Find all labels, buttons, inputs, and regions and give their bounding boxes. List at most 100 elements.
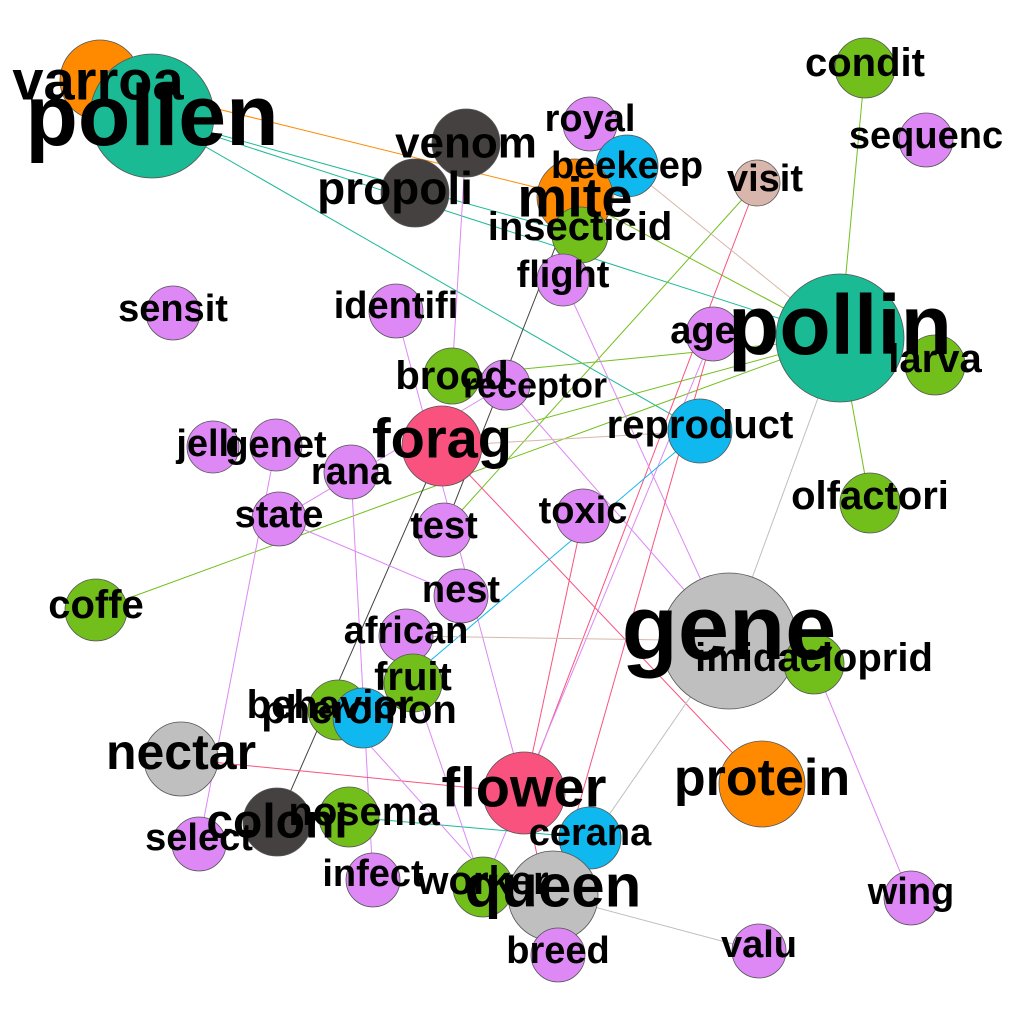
node-label-protein: protein [674,749,850,807]
edge-pollin-forag [441,337,841,447]
node-nosema [318,786,380,848]
node-label-pollen: pollen [25,68,278,164]
node-identifi [368,283,424,339]
node-flower [482,751,566,835]
node-label-sensit: sensit [118,288,228,330]
node-label-coloni: coloni [206,796,347,849]
node-label-olfactori: olfactori [791,474,949,518]
node-toxic [555,488,611,544]
node-venom [431,108,501,178]
node-imidacloprid [783,633,845,695]
node-label-forag: forag [372,407,512,470]
node-infect [345,852,401,908]
node-label-age: age [670,310,735,352]
edge-imidacloprid-wing [813,663,912,899]
node-visit [733,159,781,207]
node-label-test: test [410,505,478,547]
node-label-flight: flight [517,254,610,296]
node-flight [536,253,590,307]
node-label-coffe: coffe [48,583,144,627]
node-label-insecticid: insecticid [488,205,673,249]
node-label-royal: royal [545,98,636,140]
node-label-beekeep: beekeep [551,145,703,187]
edge-forag-reproduct [441,430,701,447]
node-label-jelli: jelli [175,423,239,465]
node-label-varroa: varroa [12,49,184,112]
node-label-state: state [235,494,324,536]
node-label-infect: infect [322,853,424,895]
node-label-condit: condit [805,41,925,85]
node-label-nosema: nosema [288,790,440,834]
node-receptor [479,359,531,411]
node-condit [834,37,896,99]
node-fruit [383,653,443,713]
edge-visit-flower [523,182,758,794]
node-nectar [143,721,219,797]
node-label-imidacloprid: imidacloprid [695,636,933,680]
edge-venom-brood [451,142,467,377]
node-rana [323,444,379,500]
node-coloni [242,787,312,857]
node-label-larva: larva [888,337,982,381]
node-label-nectar: nectar [106,724,256,780]
node-pollen [89,53,215,179]
node-protein [718,740,806,828]
node-pollin [775,273,905,403]
node-label-behavior: behavior [247,683,414,727]
node-test [416,502,472,558]
node-reproduct [667,398,733,464]
node-label-genet: genet [225,424,327,466]
node-olfactori [839,472,901,534]
edge-pollen-insecticid [151,115,581,236]
node-label-brood: brood [395,354,508,398]
node-label-venom: venom [395,119,537,168]
nodes-layer [59,37,966,983]
node-genet [249,418,303,472]
node-label-breed: breed [506,930,609,972]
edge-fruit-worker [412,682,484,888]
node-label-fruit: fruit [374,655,452,699]
node-wing [883,870,939,926]
node-nest [433,568,489,624]
node-larva [904,334,966,396]
node-label-wing: wing [867,871,955,913]
node-pheromon [332,687,394,749]
node-label-cerana: cerana [529,812,652,854]
edge-nectar-flower [180,758,525,794]
node-breed [530,927,586,983]
node-forag [401,405,483,487]
node-cerana [558,806,622,870]
node-jelli [186,420,240,474]
node-coffe [64,578,128,642]
node-propoli [380,158,450,228]
edge-state-nest [278,518,462,597]
node-label-reproduct: reproduct [607,403,794,447]
node-valu [731,923,787,979]
node-label-identifi: identifi [334,285,459,327]
node-label-toxic: toxic [539,490,628,532]
node-state [251,491,307,547]
node-label-visit: visit [727,158,803,200]
node-label-gene: gene [622,577,837,679]
edge-visit-test [443,182,758,531]
node-sequenc [898,112,954,168]
node-label-nest: nest [422,569,500,611]
edge-nosema-cerana [348,816,591,839]
node-royal [562,96,618,152]
node-label-propoli: propoli [317,162,473,214]
node-label-queen: queen [465,853,642,920]
node-select [171,816,227,872]
node-label-worker: worker [416,859,548,903]
node-label-rana: rana [311,451,392,493]
edge-forag-protein [441,445,763,785]
node-label-african: african [344,610,469,652]
node-label-pheromon: pheromon [261,688,457,732]
node-label-flower: flower [442,756,607,819]
edge-toxic-flower [523,515,584,794]
node-label-select: select [145,817,253,859]
node-label-sequenc: sequenc [849,115,1003,157]
edge-receptor-state [278,384,506,520]
node-label-pollin: pollin [728,278,952,372]
